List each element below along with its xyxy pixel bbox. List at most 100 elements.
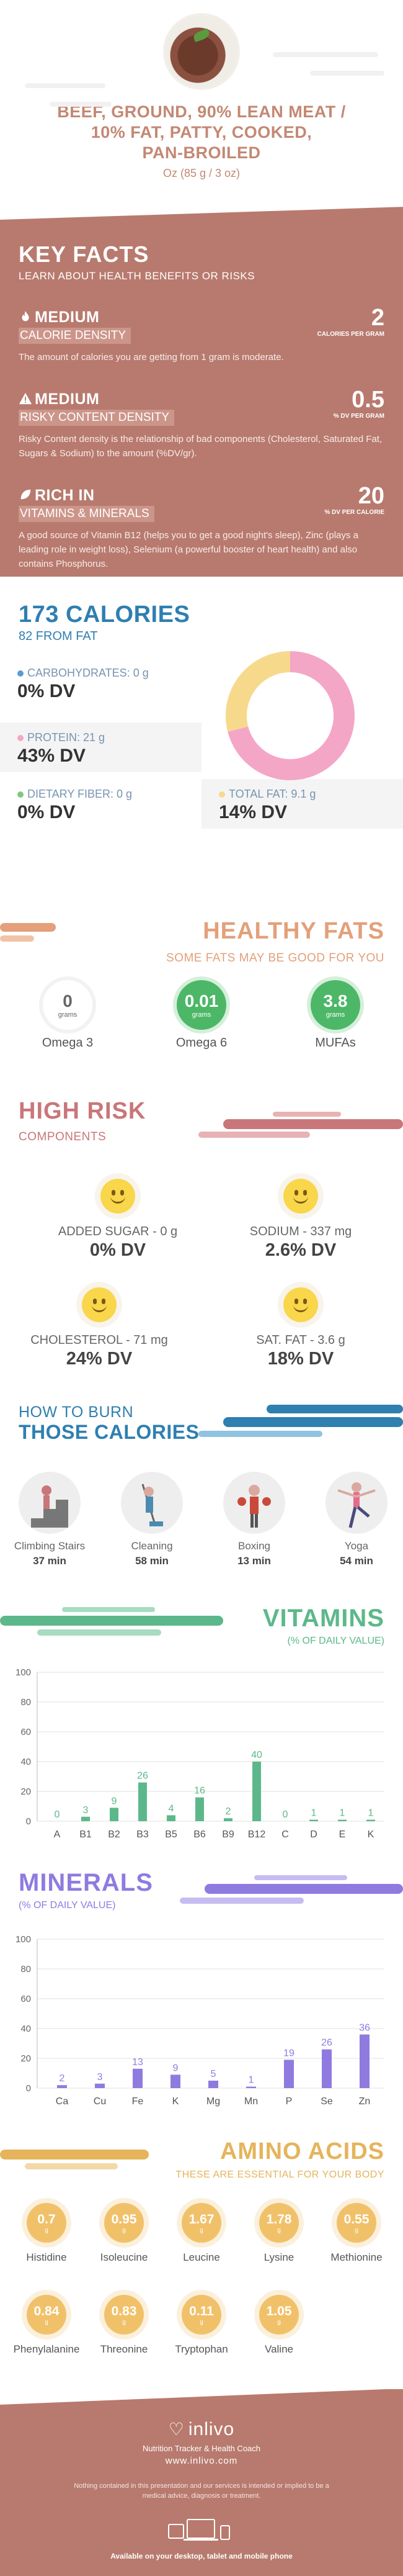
risk-sodium: SODIUM - 337 mg 2.6% DV (220, 1179, 381, 1261)
fat-omega-6: 0.01 grams Omega 6 (155, 980, 248, 1050)
vitamins-section: VITAMINS (% OF DAILY VALUE) 0 20 40 60 80 100… (0, 1601, 403, 1868)
mineral-bar-k (170, 2074, 180, 2088)
fact-label: RISKY CONTENT DENSITY (19, 410, 175, 426)
mineral-data-label: 13 (132, 2057, 143, 2068)
mineral-bar-se (322, 2049, 332, 2088)
donut-protein-slice (228, 651, 355, 780)
vitamin-x-tick-label: B9 (222, 1829, 234, 1840)
decor-stripes (0, 923, 56, 942)
vitamin-data-label: 4 (169, 1803, 174, 1814)
decor-stripes (180, 1875, 403, 1904)
decor-line (273, 52, 378, 57)
mineral-bar-ca (57, 2085, 67, 2088)
mineral-data-label: 36 (359, 2023, 370, 2033)
food-title: BEEF, GROUND, 90% LEAN MEAT / 10% FAT, P… (57, 102, 346, 162)
broom-icon (121, 1472, 183, 1534)
vitamin-bar-b1 (81, 1816, 90, 1821)
fact-calorie-density: MEDIUM CALORIE DENSITY 2 CALORIES PER GR… (19, 305, 384, 364)
vitamin-data-label: 26 (137, 1771, 148, 1781)
mineral-data-label: 3 (97, 2072, 103, 2083)
amino-threonine: 0.83 g Threonine (87, 2295, 161, 2356)
mineral-x-tick-label: Fe (132, 2096, 144, 2107)
vitamin-bar-d (309, 1819, 318, 1821)
fact-unit: CALORIES PER GRAM (317, 331, 384, 338)
availability-note: Available on your desktop, tablet and mo… (110, 2552, 293, 2560)
decor-stripes (0, 2150, 149, 2169)
mineral-x-tick-label: Mn (244, 2096, 258, 2107)
brand-logo: ♡ inlivo (168, 2419, 235, 2439)
high-risk-subtitle: COMPONENTS (19, 1130, 107, 1143)
boxing-icon (223, 1472, 285, 1534)
vitamin-bar-b9 (224, 1818, 232, 1821)
vitamin-data-label: 1 (340, 1808, 345, 1819)
vitamin-data-label: 9 (112, 1796, 117, 1806)
amino-acids-section: AMINO ACIDS THESE ARE ESSENTIAL FOR YOUR… (0, 2135, 403, 2389)
risk-sat-fat: SAT. FAT - 3.6 g 18% DV (220, 1287, 381, 1369)
macro-dietary-fiber: DIETARY FIBER: 0 g 0% DV (17, 788, 133, 822)
high-risk-section: HIGH RISK COMPONENTS ADDED SUGAR - 0 g 0… (0, 1098, 403, 1402)
protein-dot-icon (17, 735, 24, 741)
minerals-section: MINERALS (% OF DAILY VALUE) 0 20 40 60 80 100… (0, 1868, 403, 2135)
activity-yoga: Yoga 54 min (310, 1472, 403, 1567)
amino-valine: 1.05 g Valine (242, 2295, 316, 2356)
vitamins-bar-chart: 0 20 40 60 80 100 0 A 3 B1 9 B2 26 B3 4 B5 16 B6 2 B9 40 B12 0… (16, 1667, 384, 1840)
smiley-icon (100, 1179, 135, 1214)
brand-url[interactable]: www.inlivo.com (165, 2456, 238, 2466)
smiley-icon (82, 1287, 117, 1322)
vitamin-data-label: 1 (311, 1808, 317, 1819)
vitamin-x-tick-label: C (281, 1829, 289, 1840)
vitamin-bar-b12 (252, 1762, 261, 1821)
mineral-x-tick-label: Mg (206, 2096, 220, 2107)
warning-icon (19, 392, 32, 405)
key-facts-title: KEY FACTS (19, 241, 149, 267)
vitamin-x-tick-label: B6 (193, 1829, 206, 1840)
y-tick-label: 80 (20, 1964, 31, 1975)
vitamin-x-tick-label: B1 (79, 1829, 92, 1840)
burn-title-line1: HOW TO BURN (19, 1403, 134, 1421)
fact-value: 2 (371, 305, 384, 331)
vitamin-x-tick-label: B2 (108, 1829, 120, 1840)
y-tick-label: 60 (20, 1994, 31, 2004)
amino-lysine: 1.78 g Lysine (242, 2203, 316, 2264)
vitamin-x-tick-label: K (368, 1829, 374, 1840)
mineral-data-label: 9 (173, 2063, 179, 2073)
mineral-bar-zn (360, 2034, 370, 2088)
smiley-icon (283, 1287, 318, 1322)
vitamins-subtitle: (% OF DAILY VALUE) (287, 1636, 384, 1646)
risk-added-sugar: ADDED SUGAR - 0 g 0% DV (37, 1179, 198, 1261)
flame-icon (22, 310, 29, 322)
decor-line (25, 83, 105, 88)
vitamin-data-label: 16 (194, 1786, 205, 1796)
header: BEEF, GROUND, 90% LEAN MEAT / 10% FAT, P… (0, 15, 403, 204)
mineral-data-label: 1 (249, 2075, 254, 2086)
mineral-x-tick-label: Ca (56, 2096, 69, 2107)
vitamin-x-tick-label: B5 (165, 1829, 177, 1840)
vitamin-data-label: 0 (283, 1809, 288, 1820)
heart-icon: ♡ (168, 2420, 185, 2439)
amino-isoleucine: 0.95 g Isoleucine (87, 2203, 161, 2264)
y-tick-label: 40 (20, 2024, 31, 2034)
vitamin-bar-b2 (110, 1808, 118, 1821)
amino-tryptophan: 0.11 g Tryptophan (164, 2295, 239, 2356)
fact-unit: % DV PER GRAM (333, 413, 384, 420)
stairs-icon (19, 1472, 81, 1534)
decor-stripes (198, 1112, 403, 1138)
fiber-dot-icon (17, 791, 24, 798)
vitamin-bar-e (338, 1819, 347, 1821)
fact-value: 20 (358, 483, 384, 509)
vitamin-data-label: 2 (226, 1806, 231, 1817)
mineral-bar-p (284, 2060, 294, 2088)
y-tick-label: 0 (26, 2083, 31, 2094)
y-tick-label: 40 (20, 1757, 31, 1767)
mineral-data-label: 5 (211, 2069, 216, 2079)
vitamin-x-tick-label: B12 (248, 1829, 266, 1840)
amino-methionine: 0.55 g Methionine (319, 2203, 394, 2264)
carbs-dot-icon (17, 670, 24, 677)
decor-stripes (198, 1405, 403, 1437)
y-tick-label: 20 (20, 2053, 31, 2064)
mineral-x-tick-label: K (172, 2096, 179, 2107)
smiley-icon (283, 1179, 318, 1214)
vitamin-data-label: 40 (251, 1750, 262, 1760)
vitamin-bar-b3 (138, 1782, 147, 1821)
y-tick-label: 60 (20, 1727, 31, 1737)
